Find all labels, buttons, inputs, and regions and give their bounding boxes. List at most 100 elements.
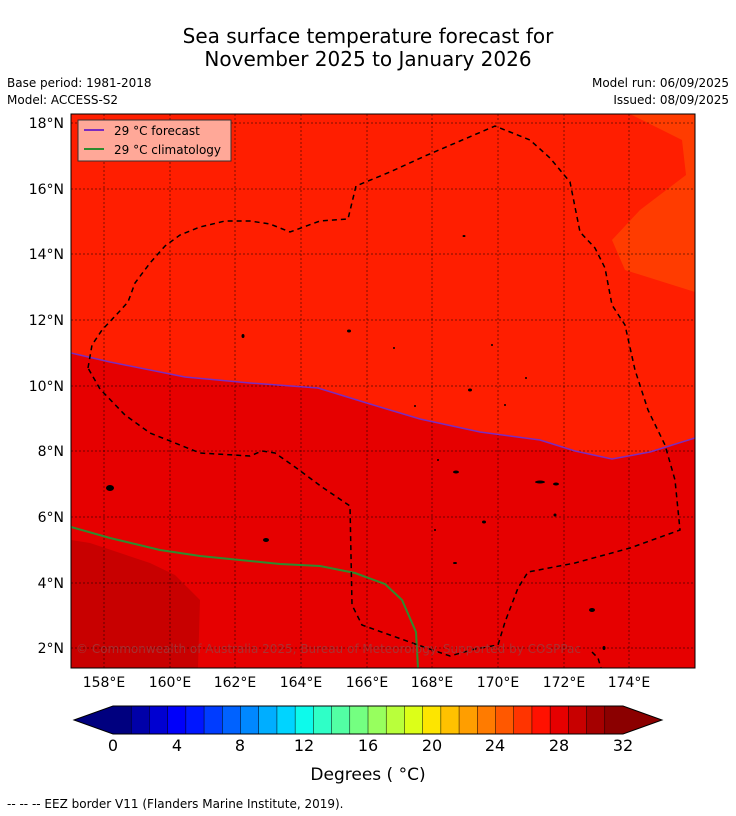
legend-climatology-label: 29 °C climatology <box>114 143 221 157</box>
island <box>414 405 416 407</box>
colorbar-under-extension <box>74 706 113 734</box>
island <box>462 235 466 237</box>
colorbar-cell <box>368 706 387 734</box>
colorbar-cell <box>386 706 405 734</box>
lon-tick-label: 174°E <box>608 675 651 691</box>
colorbar-outline <box>72 705 664 735</box>
colorbar-cell <box>568 706 587 734</box>
colorbar-tick-labels: 0 4 8 12 16 20 24 28 32 <box>108 736 633 755</box>
island <box>468 388 472 392</box>
colorbar-tick-label: 0 <box>108 736 118 755</box>
island <box>453 562 457 564</box>
island <box>553 482 559 486</box>
lat-tick-label: 12°N <box>29 313 64 329</box>
lat-tick-label: 10°N <box>29 379 64 395</box>
island <box>241 334 245 338</box>
base-period: Base period: 1981-2018 <box>7 76 152 90</box>
colorbar-cell <box>604 706 624 734</box>
colorbar-tick-label: 12 <box>294 736 314 755</box>
sst-zone-warm-equatorial <box>71 540 200 668</box>
colorbar: 0 4 8 12 16 20 24 28 32 Degrees ( °C) <box>72 705 664 785</box>
colorbar-cell <box>404 706 423 734</box>
island <box>589 608 595 612</box>
colorbar-cell <box>513 706 533 734</box>
colorbar-cells <box>113 706 624 734</box>
colorbar-cell <box>422 706 442 734</box>
lon-tick-label: 172°E <box>543 675 586 691</box>
lon-tick-label: 162°E <box>214 675 257 691</box>
longitude-tick-labels: 158°E 160°E 162°E 164°E 166°E 168°E 170°… <box>83 675 651 691</box>
island <box>347 329 351 333</box>
colorbar-label: Degrees ( °C) <box>310 765 425 785</box>
lat-tick-label: 4°N <box>38 576 64 592</box>
colorbar-cell <box>550 706 569 734</box>
climatology-29c-isotherm <box>71 526 419 668</box>
lat-tick-label: 16°N <box>29 182 64 198</box>
lat-tick-label: 14°N <box>29 247 64 263</box>
legend-box <box>77 119 232 162</box>
colorbar-cell <box>149 706 168 734</box>
colorbar-tick-label: 32 <box>613 736 633 755</box>
colorbar-cell <box>167 706 187 734</box>
model-run: Model run: 06/09/2025 <box>591 76 729 90</box>
island <box>437 459 439 461</box>
colorbar-cell <box>295 706 314 734</box>
island <box>535 480 545 484</box>
colorbar-cell <box>459 706 478 734</box>
island <box>525 377 527 379</box>
island <box>453 470 459 474</box>
issued-date: Issued: 08/09/2025 <box>613 93 729 107</box>
island <box>482 520 486 524</box>
lat-tick-label: 2°N <box>38 641 64 657</box>
lon-tick-label: 168°E <box>411 675 454 691</box>
lon-tick-label: 164°E <box>280 675 323 691</box>
island <box>263 538 269 542</box>
island <box>106 485 114 491</box>
colorbar-cell <box>349 706 369 734</box>
colorbar-cell <box>477 706 496 734</box>
island <box>602 646 606 650</box>
colorbar-cell <box>113 706 132 734</box>
eez-border-south <box>591 651 602 668</box>
colorbar-tick-label: 28 <box>549 736 569 755</box>
lon-tick-label: 160°E <box>149 675 192 691</box>
colorbar-cell <box>258 706 278 734</box>
colorbar-cell <box>531 706 551 734</box>
map-legend: 29 °C forecast 29 °C climatology <box>77 119 232 162</box>
colorbar-cell <box>240 706 260 734</box>
colorbar-cell <box>586 706 606 734</box>
colorbar-over-extension <box>623 706 662 734</box>
island <box>393 347 395 349</box>
colorbar-cell <box>222 706 241 734</box>
colorbar-cell <box>331 706 351 734</box>
lat-tick-label: 18°N <box>29 116 64 132</box>
map-title-line1: Sea surface temperature forecast for <box>182 24 554 48</box>
lat-tick-label: 6°N <box>38 510 64 526</box>
latitude-tick-labels: 18°N 16°N 14°N 12°N 10°N 8°N 6°N 4°N 2°N <box>29 116 64 657</box>
colorbar-cell <box>495 706 515 734</box>
colorbar-tick-label: 8 <box>235 736 245 755</box>
colorbar-cell <box>204 706 223 734</box>
sst-zone-above-29 <box>71 353 695 668</box>
island <box>434 529 436 531</box>
islands <box>106 235 606 650</box>
model-name: Model: ACCESS-S2 <box>7 93 119 107</box>
colorbar-cell <box>276 706 296 734</box>
lon-tick-label: 166°E <box>346 675 389 691</box>
copyright-watermark: © Commonwealth of Australia 2025, Bureau… <box>76 642 581 656</box>
colorbar-tick-label: 20 <box>422 736 442 755</box>
island <box>491 344 493 346</box>
lon-tick-label: 158°E <box>83 675 126 691</box>
map-title-line2: November 2025 to January 2026 <box>204 47 532 71</box>
map-frame <box>70 113 696 669</box>
colorbar-cell <box>440 706 460 734</box>
island <box>553 513 557 517</box>
sst-zone-27-28 <box>612 114 695 292</box>
legend-forecast-label: 29 °C forecast <box>114 124 200 138</box>
eez-footnote: -- -- -- EEZ border V11 (Flanders Marine… <box>7 797 344 811</box>
sst-field: © Commonwealth of Australia 2025, Bureau… <box>71 114 695 668</box>
colorbar-cell <box>185 706 205 734</box>
colorbar-tick-label: 4 <box>172 736 182 755</box>
colorbar-cell <box>313 706 332 734</box>
colorbar-tick-label: 16 <box>358 736 378 755</box>
